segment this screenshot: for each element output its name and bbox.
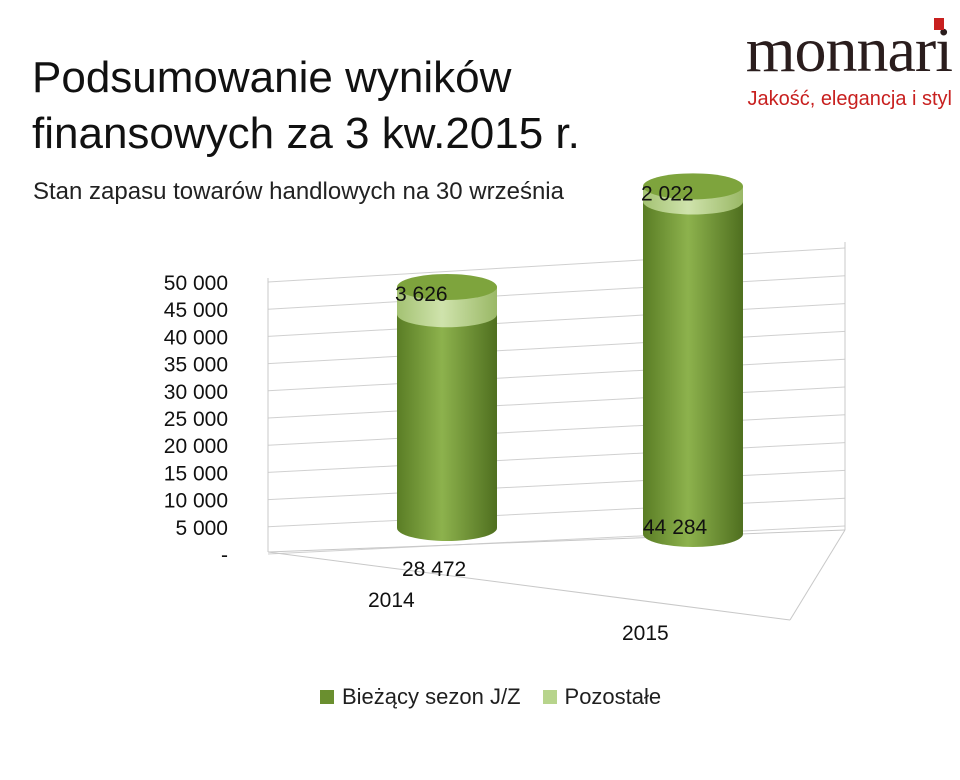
grid-line: [267, 247, 846, 283]
grid-line: [267, 275, 846, 310]
grid-line: [267, 386, 846, 419]
logo-tagline: Jakość, elegancja i styl: [747, 88, 952, 110]
data-label-other-2015: 2 022: [641, 182, 694, 205]
floor-front-edge: [267, 551, 791, 621]
y-tick-label: 50 000: [164, 272, 228, 295]
floor-back-edge: [267, 529, 846, 553]
page-subtitle: Stan zapasu towarów handlowych na 30 wrz…: [33, 178, 564, 205]
bar-2014-current-season: [397, 314, 497, 541]
grid-line: [267, 525, 846, 555]
page-title: Podsumowanie wyników finansowych za 3 kw…: [32, 53, 580, 158]
legend-item-current-season: Bieżący sezon J/Z: [320, 684, 521, 710]
y-tick-label: -: [221, 544, 228, 567]
legend-label-current-season: Bieżący sezon J/Z: [342, 684, 521, 709]
x-tick-label-2015: 2015: [622, 622, 669, 645]
x-tick-label-2014: 2014: [368, 589, 415, 612]
y-tick-label: 20 000: [164, 435, 228, 458]
grid-line: [267, 358, 846, 392]
bar-2014-top-cap: [397, 274, 497, 300]
y-tick-label: 15 000: [164, 462, 228, 485]
y-tick-label: 5 000: [175, 517, 228, 540]
data-label-other-2014: 3 626: [395, 283, 448, 306]
data-label-current-2014: 28 472: [402, 558, 466, 581]
bar-2015-top-cap: [643, 173, 743, 200]
grid-line: [267, 442, 846, 473]
chart-legend: Bieżący sezon J/Z Pozostałe: [320, 684, 661, 710]
grid-line: [267, 469, 846, 501]
legend-swatch-other: [542, 690, 557, 704]
grid-line: [267, 330, 846, 365]
grid-line: [267, 303, 846, 337]
y-tick-label: 35 000: [164, 354, 228, 377]
company-logo: monnari Jakość, elegancja i styl: [745, 14, 953, 111]
logo-wordmark: monnari: [745, 14, 953, 85]
bar-2015-current-season: [643, 201, 743, 547]
legend-label-other: Pozostałe: [564, 684, 662, 709]
legend-swatch-current-season: [320, 690, 334, 704]
legend-item-other: Pozostałe: [542, 684, 662, 710]
y-tick-label: 45 000: [164, 299, 228, 322]
logo-accent-mark: [934, 18, 944, 30]
y-tick-label: 30 000: [164, 381, 228, 404]
y-tick-label: 25 000: [164, 408, 228, 431]
y-tick-label: 10 000: [164, 490, 228, 513]
y-tick-label: 40 000: [164, 326, 228, 349]
grid-line: [267, 497, 846, 528]
data-label-current-2015: 44 284: [643, 516, 708, 539]
floor-right-edge: [789, 529, 846, 621]
grid-line: [267, 414, 846, 446]
